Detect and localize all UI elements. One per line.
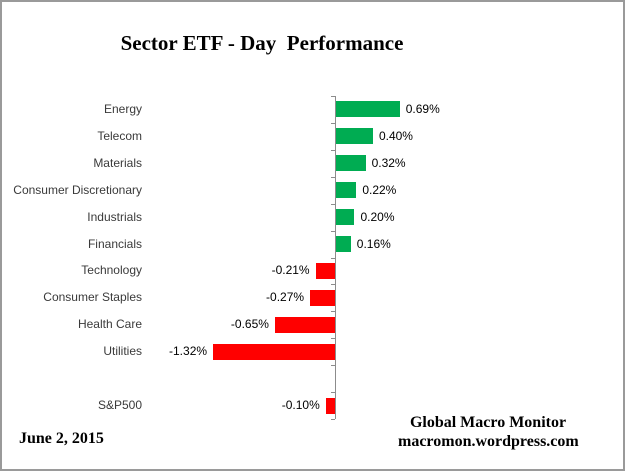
- bar-negative: [325, 397, 335, 414]
- value-label: -0.10%: [281, 398, 320, 413]
- category-label: Energy: [103, 101, 142, 116]
- category-label: Industrials: [87, 209, 142, 224]
- axis-tick: [331, 176, 335, 178]
- footer-date: June 2, 2015: [19, 430, 104, 447]
- value-label: 0.16%: [356, 236, 391, 251]
- value-label: -1.32%: [169, 344, 208, 359]
- bar-negative: [274, 316, 335, 333]
- axis-tick: [331, 392, 335, 394]
- axis-tick: [331, 419, 335, 420]
- axis-tick: [331, 96, 335, 97]
- category-label: S&P500: [97, 398, 142, 413]
- value-label: 0.40%: [378, 128, 413, 143]
- bar-positive: [336, 209, 355, 226]
- value-axis: [335, 96, 336, 419]
- value-label: 0.22%: [362, 182, 397, 197]
- bar-positive: [336, 128, 373, 145]
- axis-tick: [331, 230, 335, 232]
- chart-title: Sector ETF - Day Performance: [120, 31, 404, 55]
- category-label: Telecom: [97, 128, 142, 143]
- bar-negative: [315, 262, 335, 279]
- footer-credit: Global Macro Monitor macromon.wordpress.…: [398, 413, 579, 451]
- category-label: Materials: [93, 155, 142, 170]
- footer-credit-line1: Global Macro Monitor: [409, 414, 567, 431]
- bar-negative: [310, 289, 335, 306]
- axis-tick: [331, 122, 335, 124]
- category-label: Health Care: [77, 317, 142, 332]
- axis-tick: [331, 365, 335, 367]
- bar-positive: [336, 101, 400, 118]
- bar-positive: [336, 155, 366, 172]
- category-label: Consumer Discretionary: [13, 182, 142, 197]
- value-label: -0.27%: [266, 290, 305, 305]
- value-label: 0.69%: [405, 101, 440, 116]
- axis-tick: [331, 311, 335, 313]
- axis-tick: [331, 149, 335, 151]
- value-label: 0.20%: [360, 209, 395, 224]
- footer-credit-line2: macromon.wordpress.com: [398, 433, 579, 450]
- bar-positive: [336, 236, 351, 253]
- category-label: Financials: [87, 236, 142, 251]
- bar-negative: [213, 343, 335, 360]
- value-label: 0.32%: [371, 155, 406, 170]
- category-label: Consumer Staples: [43, 290, 142, 305]
- axis-tick: [331, 257, 335, 259]
- value-label: -0.65%: [230, 317, 269, 332]
- axis-tick: [331, 203, 335, 205]
- axis-tick: [331, 284, 335, 286]
- category-label: Technology: [81, 263, 142, 278]
- value-label: -0.21%: [271, 263, 310, 278]
- category-label: Utilities: [103, 344, 142, 359]
- axis-tick: [331, 338, 335, 340]
- bar-positive: [336, 182, 357, 199]
